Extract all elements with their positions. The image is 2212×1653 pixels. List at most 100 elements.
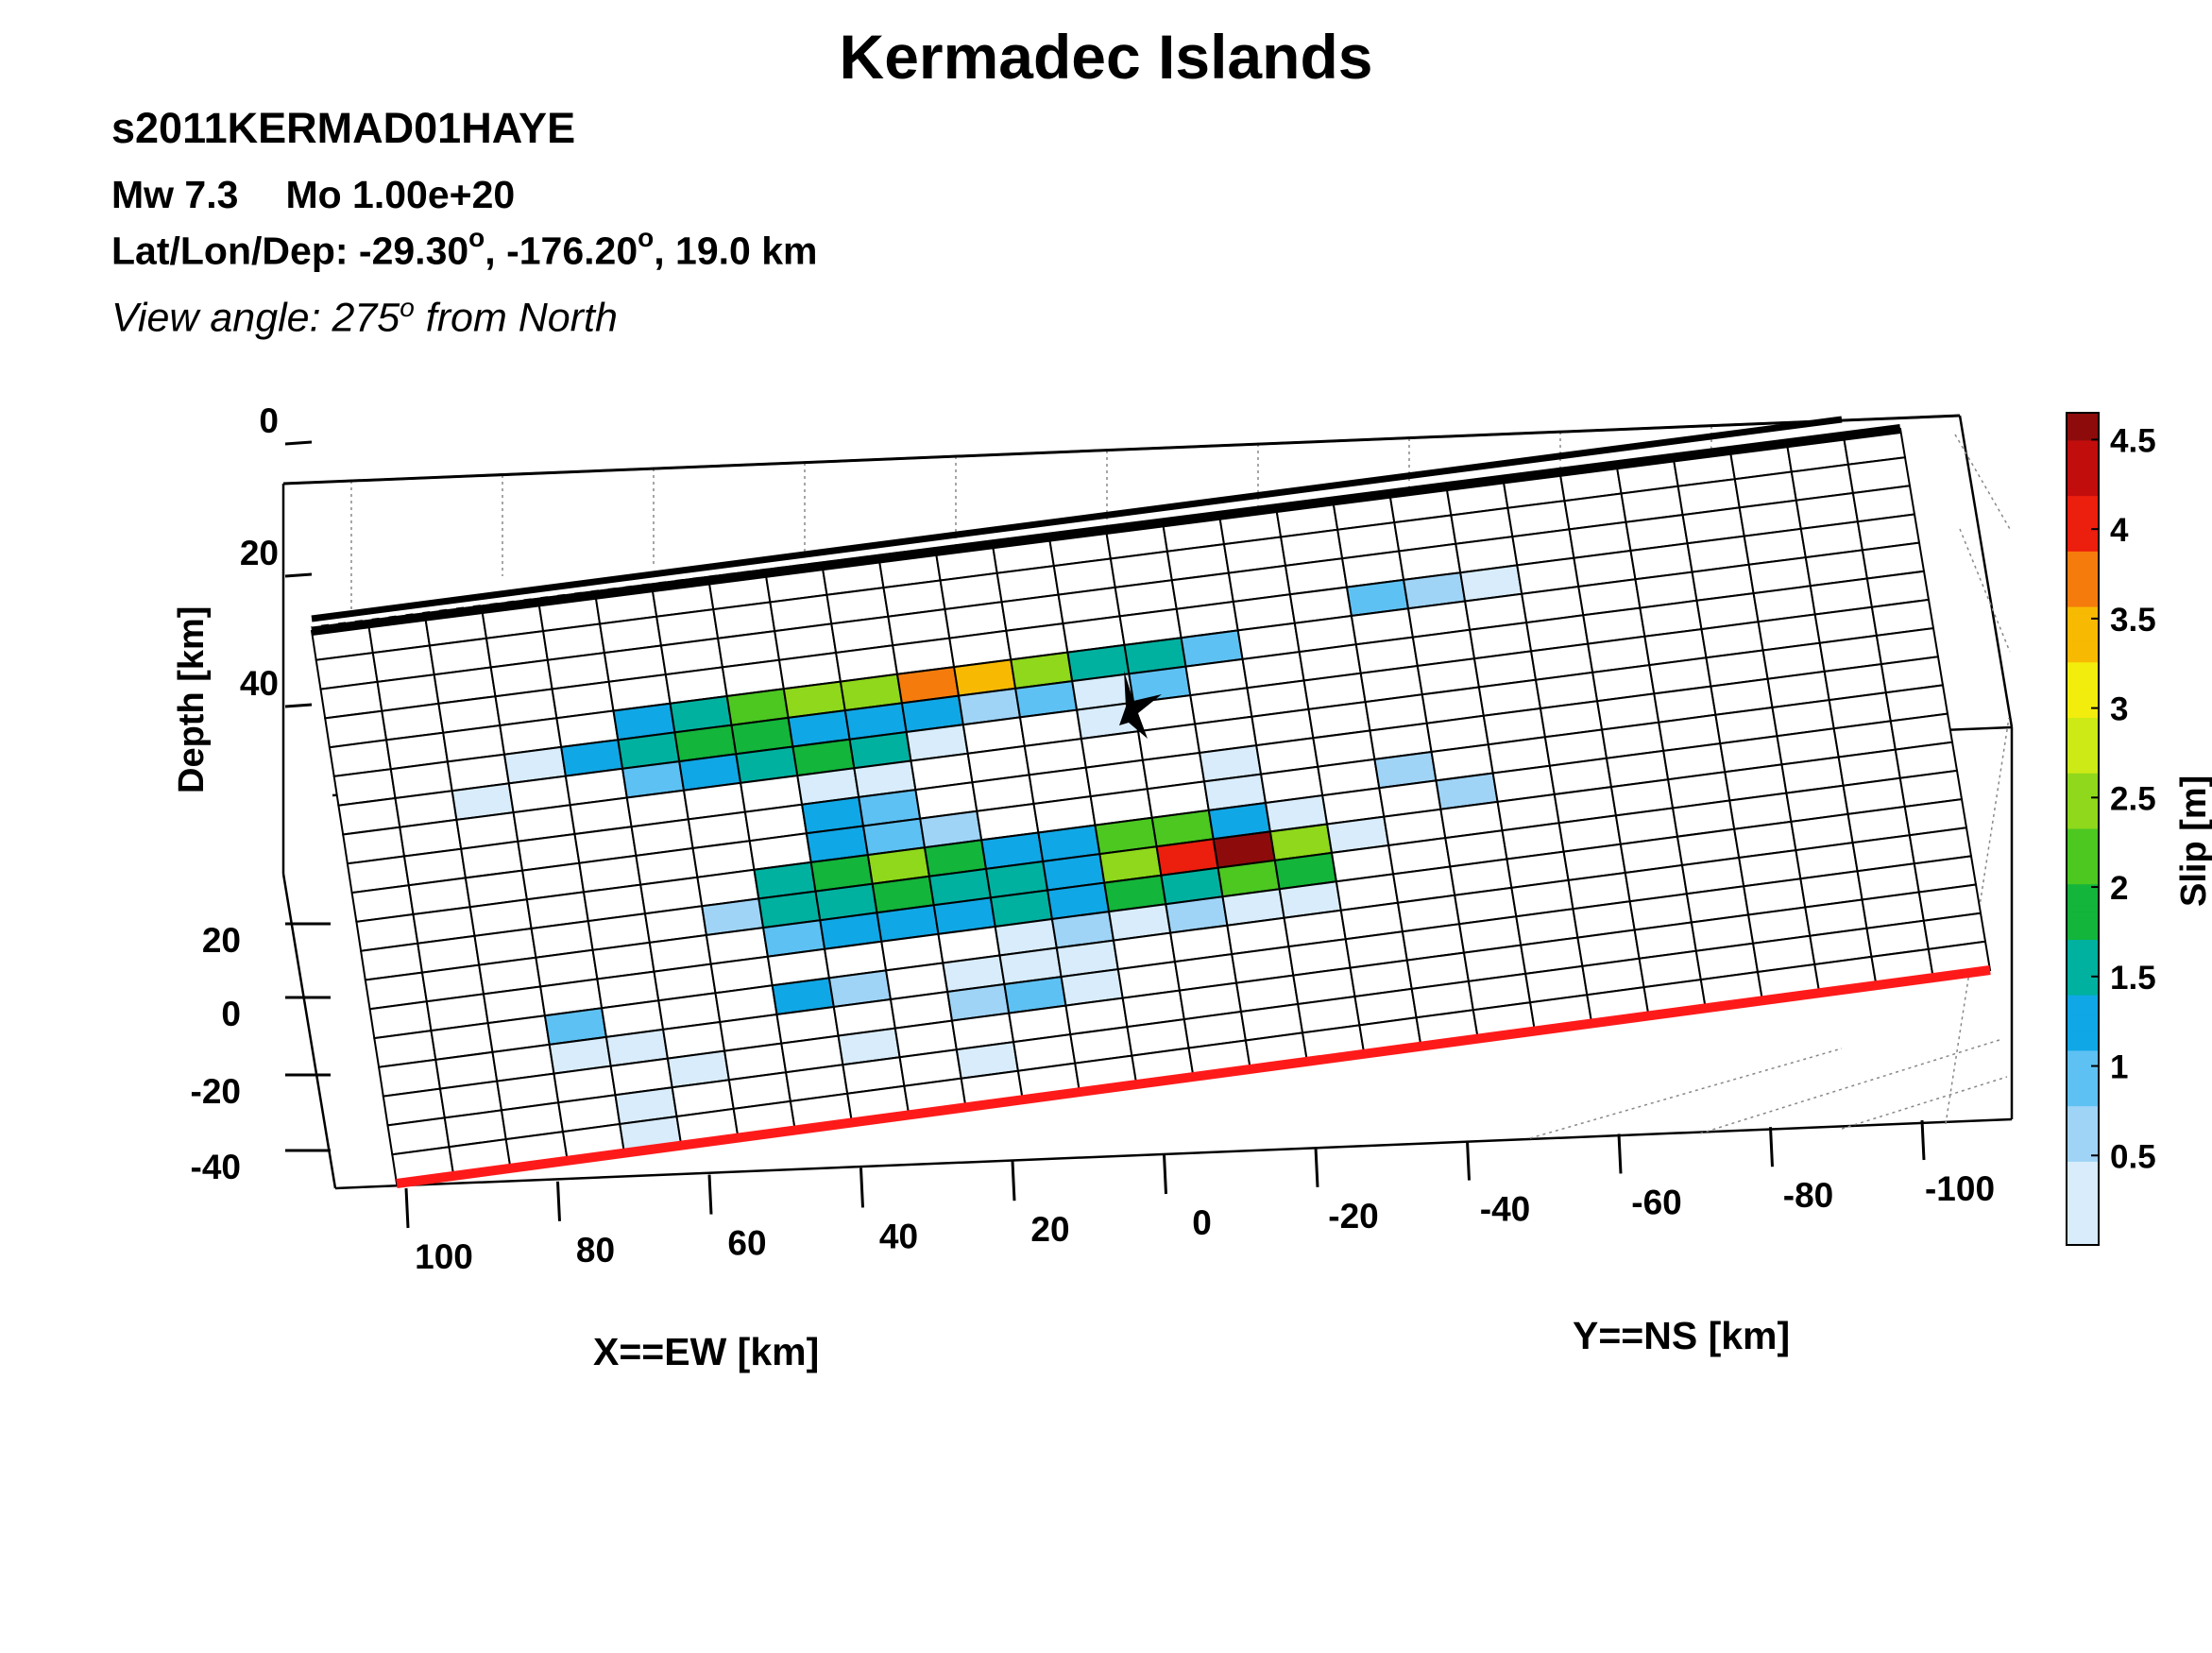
colorbar-segment [2067,537,2099,546]
colorbar-segment [2067,884,2099,893]
colorbar-segment [2067,571,2099,580]
colorbar-segment [2067,1182,2099,1190]
ns-axis-label: Y==NS [km] [1573,1314,1790,1357]
location-lon: , -176.20 [485,229,638,273]
colorbar-segment [2067,627,2099,636]
magnitude-line: Mw 7.3 Mo 1.00e+20 [111,173,515,217]
degree-symbol: o [400,293,415,322]
x-axis-tick [404,1187,410,1229]
view-angle-line: View angle: 275o from North [111,293,618,341]
colorbar-segment [2067,967,2099,976]
colorbar-segment [2067,766,2099,775]
colorbar-segment [2067,544,2099,553]
surface-trace-line [396,965,1991,1188]
colorbar-label: Slip [m] [2174,775,2212,907]
colorbar-segment [2067,773,2099,781]
colorbar-segment [2067,551,2099,559]
colorbar-segment [2067,1223,2099,1232]
location-depth: , 19.0 km [654,229,818,273]
colorbar-segment [2067,606,2099,615]
colorbar-segment [2067,953,2099,962]
depth-axis-tick-label: 20 [240,534,279,572]
x-axis-tick [707,1174,713,1215]
colorbar-segment [2067,669,2099,677]
colorbar-segment [2067,558,2099,567]
colorbar-segment [2067,1189,2099,1198]
depth-axis-tick [284,440,313,446]
colorbar-segment [2067,870,2099,878]
colorbar-segment [2067,488,2099,497]
colorbar-segment [2067,419,2099,428]
trench-top-edge [311,424,1901,636]
depth-axis-tick [284,703,313,708]
x-axis-tick-label: 20 [1030,1210,1069,1249]
colorbar-segment [2067,946,2099,955]
colorbar-segment [2067,1050,2099,1059]
trench-lines [282,414,1961,636]
event-id: s2011KERMAD01HAYE [111,104,576,152]
colorbar-segment [2067,641,2099,650]
trench-dashed-line [311,419,1901,627]
colorbar: 4.5 4 3.5 3 2.5 2 1.5 1 0.5 [2066,412,2156,1246]
x-axis-tick-label: -40 [1480,1190,1530,1229]
colorbar-segment [2067,1196,2099,1204]
colorbar-segment [2067,509,2099,518]
depth-axis-tick-label: 0 [259,401,279,440]
colorbar-tick-label: 1 [2110,1049,2128,1086]
colorbar-segment [2067,621,2099,629]
colorbar-segment [2067,586,2099,594]
colorbar-segment [2067,579,2099,588]
colorbar-tick-label: 4.5 [2110,422,2156,459]
colorbar-segment [2067,912,2099,920]
depth-axis: 0 20 40 [240,401,313,708]
colorbar-segment [2067,724,2099,733]
colorbar-segment [2067,808,2099,816]
colorbar-segment [2067,1161,2099,1169]
depth-axis-tick-label: 40 [240,664,279,703]
colorbar-frame [2066,412,2100,1246]
colorbar-segment [2067,503,2099,511]
colorbar-segment [2067,655,2099,663]
colorbar-segment [2067,1036,2099,1045]
colorbar-segment [2067,648,2099,656]
colorbar-segment [2067,849,2099,858]
colorbar-tick-label: 3 [2110,691,2128,728]
colorbar-tick-label: 1.5 [2110,960,2156,997]
colorbar-segment [2067,613,2099,622]
colorbar-segment [2067,440,2099,449]
x-axis-tick-label: 40 [879,1217,918,1255]
colorbar-segment [2067,988,2099,997]
colorbar-segment [2067,496,2099,504]
colorbar-segment [2067,662,2099,671]
x-axis-tick-label: 100 [415,1237,473,1276]
x-axis-tick [1314,1147,1319,1187]
colorbar-segment [2067,1113,2099,1121]
colorbar-segment [2067,592,2099,601]
colorbar-segment [2067,697,2099,705]
colorbar-tick-label: 2.5 [2110,780,2156,817]
colorbar-segment [2067,447,2099,455]
colorbar-segment [2067,468,2099,476]
colorbar-segment [2067,745,2099,754]
colorbar-tick-label: 0.5 [2110,1138,2156,1175]
colorbar-segment [2067,1168,2099,1177]
colorbar-segment [2067,475,2099,484]
colorbar-segment [2067,1119,2099,1128]
colorbar-tick-label: 3.5 [2110,602,2156,639]
colorbar-segment [2067,731,2099,740]
colorbar-segment [2067,1099,2099,1107]
colorbar-segment [2067,434,2099,441]
colorbar-segment [2067,454,2099,462]
x-axis-tick-label: -80 [1783,1176,1833,1215]
colorbar-segment [2067,1009,2099,1017]
colorbar-segment [2067,704,2099,712]
colorbar-segment [2067,1175,2099,1184]
colorbar-tick-label: 2 [2110,870,2128,907]
colorbar-segment [2067,856,2099,864]
colorbar-segment [2067,683,2099,691]
view-angle-value: View angle: 275 [111,295,400,341]
colorbar-segment [2067,1148,2099,1156]
colorbar-segment [2067,960,2099,968]
colorbar-segment [2067,843,2099,851]
